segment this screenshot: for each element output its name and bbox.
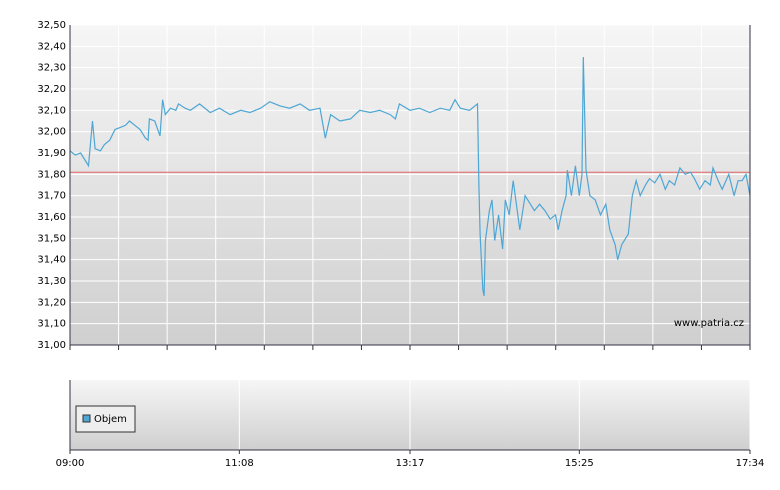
y-tick-label: 32,10	[37, 105, 66, 116]
y-tick-label: 31,00	[37, 340, 66, 351]
layer: 31,00 31,10 31,20 31,30 31,40 31,50 31,60 31,70…	[37, 20, 764, 469]
x-tick-label: 13:17	[396, 458, 425, 469]
y-tick-label: 31,80	[37, 169, 66, 180]
legend-label: Objem	[94, 414, 127, 425]
x-tick-label: 17:34	[736, 458, 765, 469]
y-tick-label: 32,30	[37, 63, 66, 74]
y-tick-label: 31,10	[37, 319, 66, 330]
y-tick-label: 32,40	[37, 41, 66, 52]
price-line	[69, 56, 751, 297]
y-tick-label: 31,70	[37, 191, 66, 202]
y-tick-label: 32,20	[37, 84, 66, 95]
y-tick-label: 31,60	[37, 212, 66, 223]
y-tick-label: 32,50	[37, 20, 66, 31]
x-tick-label: 15:25	[565, 458, 594, 469]
y-tick-label: 31,90	[37, 148, 66, 159]
y-tick-label: 31,40	[37, 255, 66, 266]
x-tick-label: 09:00	[56, 458, 85, 469]
x-tick-label: 11:08	[225, 458, 254, 469]
y-tick-label: 32,00	[37, 127, 66, 138]
legend-swatch	[82, 414, 91, 423]
y-tick-label: 31,20	[37, 297, 66, 308]
watermark: www.patria.cz	[674, 318, 744, 329]
y-tick-label: 31,50	[37, 233, 66, 244]
y-tick-label: 31,30	[37, 276, 66, 287]
